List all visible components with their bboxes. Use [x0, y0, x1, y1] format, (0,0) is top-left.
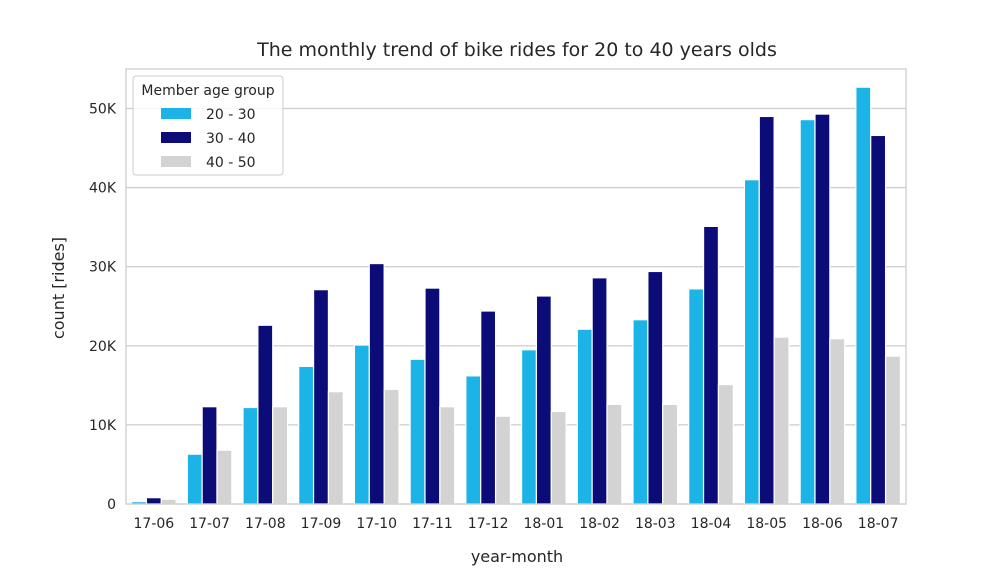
- bar-20-30-18-02: [576, 328, 593, 505]
- bar-30-40-18-01: [535, 295, 552, 505]
- x-tick-label: 18-06: [802, 516, 843, 532]
- legend-swatch: [161, 132, 191, 143]
- legend-item-label: 40 - 50: [206, 155, 256, 171]
- legend-item-label: 30 - 40: [206, 131, 256, 147]
- x-tick-label: 17-09: [301, 516, 342, 532]
- bar-20-30-17-08: [242, 406, 259, 505]
- bar-20-30-17-11: [409, 358, 426, 505]
- bar-30-40-18-05: [758, 115, 775, 505]
- bar-20-30-18-03: [632, 319, 649, 505]
- y-axis-label: count [rides]: [49, 237, 68, 339]
- bar-30-40-17-09: [312, 289, 330, 505]
- x-tick-label: 17-10: [356, 516, 397, 532]
- x-tick-label: 18-04: [691, 516, 732, 532]
- x-axis-label: year-month: [471, 547, 563, 566]
- x-tick-label: 17-07: [189, 516, 230, 532]
- bar-20-30-17-10: [353, 344, 370, 505]
- x-tick-label: 18-03: [635, 516, 676, 532]
- x-tick-labels: 17-06 17-07 17-08 17-09 17-10 17-11 17-12 18-01…: [134, 516, 899, 532]
- bar-40-50-17-10: [383, 388, 400, 505]
- x-tick-label: 17-12: [468, 516, 509, 532]
- x-tick-label: 18-02: [579, 516, 620, 532]
- bar-40-50-18-05: [773, 336, 790, 505]
- legend-swatch: [161, 108, 191, 119]
- bar-40-50-18-01: [550, 410, 567, 505]
- bar-30-40-17-11: [424, 287, 441, 505]
- bar-40-50-17-09: [327, 391, 344, 505]
- bar-30-40-18-06: [814, 113, 831, 505]
- bar-20-30-17-12: [465, 375, 482, 505]
- bar-40-50-18-02: [606, 403, 623, 505]
- legend-box: [132, 75, 284, 176]
- y-tick-label: 30K: [89, 260, 117, 276]
- x-tick-label: 18-05: [746, 516, 787, 532]
- x-tick-label: 17-06: [134, 516, 175, 532]
- bar-20-30-18-05: [743, 179, 760, 505]
- bar-20-30-18-04: [688, 288, 705, 505]
- bar-30-40-18-07: [870, 134, 887, 505]
- bar-40-50-17-07: [216, 449, 233, 505]
- y-tick-label: 0: [107, 497, 116, 513]
- bar-20-30-17-09: [298, 365, 315, 505]
- x-tick-label: 18-01: [524, 516, 565, 532]
- y-tick-label: 50K: [89, 102, 117, 118]
- bar-40-50-18-06: [829, 338, 846, 505]
- x-tick-label: 18-07: [858, 516, 899, 532]
- bar-40-50-17-12: [494, 415, 512, 505]
- bar-30-40-17-12: [480, 310, 497, 505]
- bar-40-50-17-11: [439, 406, 456, 505]
- legend-title: Member age group: [141, 83, 274, 99]
- bar-30-40-17-06: [145, 497, 162, 505]
- y-tick-label: 20K: [89, 339, 117, 355]
- bar-20-30-18-06: [799, 119, 816, 505]
- y-tick-label: 40K: [89, 181, 117, 197]
- x-tick-label: 17-08: [245, 516, 286, 532]
- bar-30-40-18-03: [647, 270, 664, 505]
- bar-40-50-17-08: [272, 406, 289, 505]
- bar-20-30-18-01: [520, 349, 538, 505]
- bar-20-30-18-07: [855, 86, 872, 505]
- y-tick-labels: 0 10K 20K 30K 40K 50K: [89, 102, 117, 513]
- bar-20-30-17-07: [186, 453, 203, 505]
- bar-30-40-18-04: [702, 225, 720, 505]
- bars: [130, 86, 902, 505]
- x-tick-label: 17-11: [412, 516, 453, 532]
- legend-swatch: [161, 156, 191, 167]
- legend-item-label: 20 - 30: [206, 107, 256, 123]
- bar-30-40-17-08: [257, 324, 274, 505]
- bar-30-40-17-10: [368, 262, 385, 505]
- legend: Member age group 20 - 30 30 - 40 40 - 50: [132, 75, 284, 176]
- bar-40-50-18-07: [884, 355, 902, 505]
- bar-40-50-18-03: [662, 403, 679, 505]
- bar-30-40-17-07: [201, 406, 218, 505]
- plot-frame: [125, 68, 907, 505]
- chart-title: The monthly trend of bike rides for 20 t…: [256, 39, 777, 61]
- bar-40-50-17-06: [160, 498, 177, 505]
- bar-30-40-18-02: [591, 277, 608, 505]
- y-tick-label: 10K: [89, 418, 117, 434]
- bar-40-50-18-04: [717, 383, 734, 505]
